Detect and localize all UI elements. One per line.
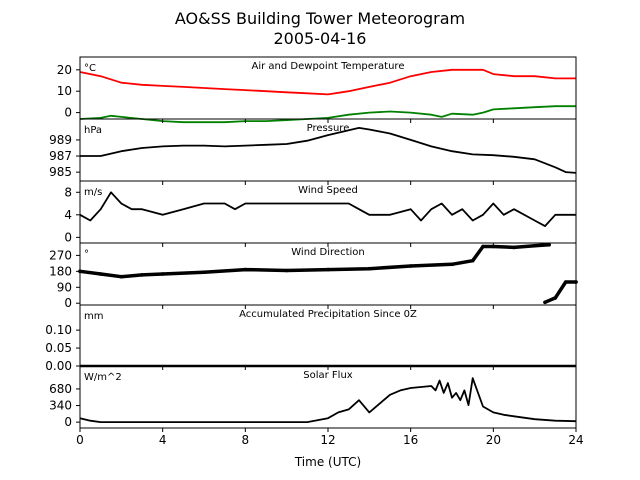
wind-direction-point bbox=[547, 243, 551, 247]
x-tick-label: 12 bbox=[320, 433, 335, 447]
wind-direction-point bbox=[532, 243, 537, 248]
wind-direction-point bbox=[326, 267, 330, 272]
wind-direction-point bbox=[470, 258, 475, 263]
panel-title: Wind Direction bbox=[291, 247, 365, 258]
figure-title-line1: AO&SS Building Tower Meteorogram bbox=[175, 9, 465, 28]
wind-direction-point bbox=[512, 245, 516, 250]
y-tick-label: 10 bbox=[57, 84, 72, 98]
y-tick-label: 0 bbox=[64, 106, 72, 120]
wind-direction-point bbox=[543, 300, 547, 305]
air-and-dewpoint-temperature-line-1 bbox=[79, 68, 576, 96]
panel-1: 20 10 0 °C Air and Dewpoint Temperature bbox=[57, 56, 577, 124]
air-and-dewpoint-temperature-line-2 bbox=[79, 105, 576, 124]
x-axis-label: Time (UTC) bbox=[294, 455, 361, 469]
y-tick-label: 0.00 bbox=[45, 359, 72, 373]
solar-flux-line-1 bbox=[79, 377, 577, 424]
pressure-line-1 bbox=[80, 127, 577, 174]
y-tick-label: 180 bbox=[49, 264, 72, 278]
wind-direction-point bbox=[553, 296, 558, 300]
y-tick-label: 0.05 bbox=[45, 341, 72, 355]
x-tick-label: 24 bbox=[568, 433, 583, 447]
y-tick-label: 90 bbox=[57, 280, 72, 294]
y-tick-label: 0.10 bbox=[45, 323, 72, 337]
x-axis: 0 4 8 12 16 20 24 bbox=[76, 433, 583, 447]
panel-unit: W/m^2 bbox=[84, 372, 122, 383]
x-tick-label: 20 bbox=[486, 433, 501, 447]
y-tick-label: 0 bbox=[64, 296, 72, 310]
panel-unit: m/s bbox=[84, 187, 102, 198]
y-tick-label: 4 bbox=[64, 208, 72, 222]
panel-title: Wind Speed bbox=[298, 185, 358, 196]
y-tick-label: 270 bbox=[49, 248, 72, 262]
y-tick-label: 340 bbox=[49, 399, 72, 413]
wind-direction-point bbox=[98, 272, 103, 276]
panel-3: 8 4 0 m/s Wind Speed bbox=[64, 180, 577, 247]
panel-title: Air and Dewpoint Temperature bbox=[252, 61, 405, 72]
panel-title: Accumulated Precipitation Since 0Z bbox=[239, 309, 417, 320]
wind-direction-series-2 bbox=[543, 280, 578, 305]
wind-direction-point bbox=[243, 267, 248, 272]
panel-unit: mm bbox=[84, 311, 103, 322]
wind-direction-point bbox=[408, 264, 413, 268]
y-tick-label: 0 bbox=[64, 230, 72, 244]
y-tick-label: 989 bbox=[49, 133, 72, 147]
wind-direction-point bbox=[119, 274, 124, 279]
figure-title-line2: 2005-04-16 bbox=[274, 29, 367, 48]
panel-unit: ° bbox=[84, 249, 89, 260]
x-tick-label: 0 bbox=[76, 433, 84, 447]
y-tick-label: 985 bbox=[49, 165, 72, 179]
wind-direction-point bbox=[284, 268, 289, 273]
wind-direction-point bbox=[481, 244, 485, 249]
wind-direction-point bbox=[202, 270, 206, 275]
panel-4: 270 180 90 0 ° Wind Direction bbox=[49, 242, 578, 310]
panel-title: Pressure bbox=[307, 123, 350, 134]
wind-speed-line-1 bbox=[79, 191, 576, 228]
x-tick-label: 8 bbox=[242, 433, 250, 447]
wind-direction-point bbox=[140, 273, 144, 277]
panel-5: 0.10 0.05 0.00 mm Accumulated Precipitation … bbox=[45, 304, 577, 373]
panel-unit: hPa bbox=[84, 125, 102, 136]
y-tick-label: 20 bbox=[57, 63, 72, 77]
wind-direction-point bbox=[160, 272, 165, 276]
wind-direction-point bbox=[491, 244, 496, 249]
y-tick-label: 987 bbox=[49, 149, 72, 163]
wind-direction-point bbox=[450, 262, 454, 267]
panel-2: 989 987 985 hPa Pressure bbox=[49, 118, 577, 185]
x-tick-label: 16 bbox=[403, 433, 418, 447]
wind-direction-point bbox=[367, 266, 372, 271]
panel-title: Solar Flux bbox=[303, 370, 353, 381]
y-tick-label: 0 bbox=[64, 415, 72, 429]
panel-unit: °C bbox=[84, 63, 96, 74]
panel-6: 680 340 0 W/m^2 Solar Flux bbox=[49, 365, 577, 432]
wind-direction-point bbox=[563, 280, 568, 284]
y-tick-label: 680 bbox=[49, 382, 72, 396]
wind-direction-series-1 bbox=[78, 243, 551, 279]
x-tick-label: 4 bbox=[159, 433, 167, 447]
y-tick-label: 8 bbox=[64, 185, 72, 199]
